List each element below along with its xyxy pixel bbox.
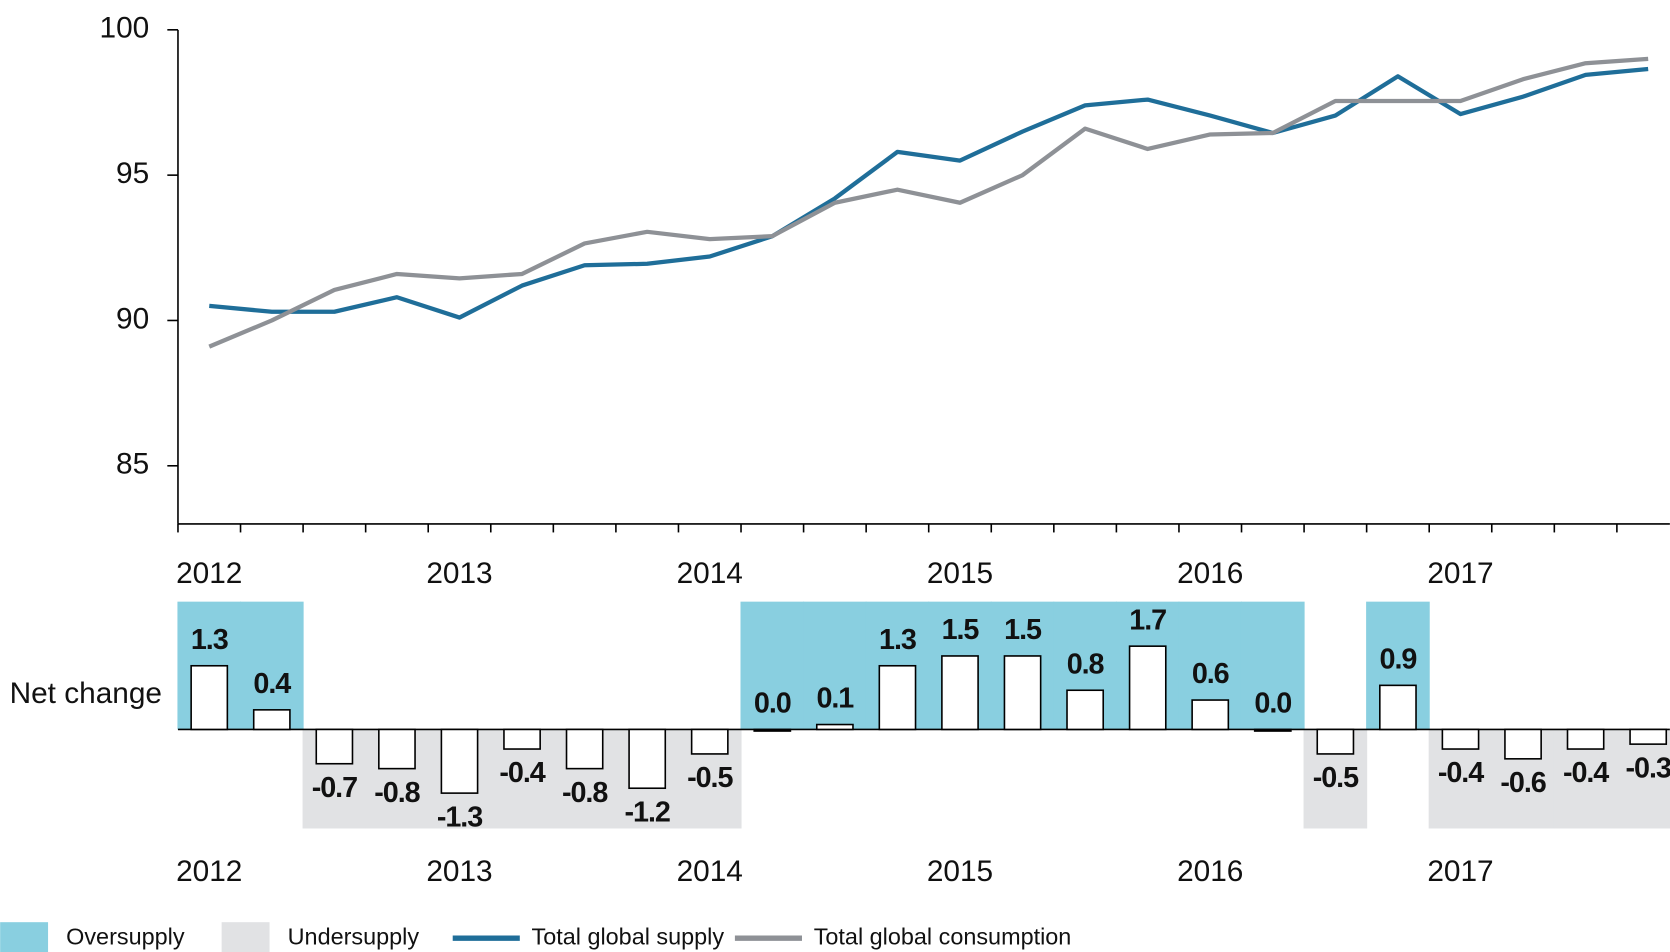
- x-tick-label: 2014: [677, 855, 743, 888]
- x-tick-label: 2014: [677, 557, 743, 590]
- shade: [240, 601, 304, 730]
- bar: [1253, 728, 1292, 732]
- y-tick-label: 90: [116, 302, 149, 335]
- shade: [1616, 729, 1670, 829]
- data-label: 1.3: [879, 624, 916, 656]
- x-tick-label: 2015: [927, 557, 993, 590]
- bar: [440, 728, 479, 794]
- data-label: 1.7: [1129, 604, 1166, 636]
- data-label: 1.5: [942, 614, 980, 646]
- data-label: 0.8: [1067, 648, 1105, 680]
- x-tick-label: 2017: [1427, 855, 1493, 888]
- data-label: 0.0: [1254, 688, 1291, 720]
- data-label: -0.4: [499, 757, 545, 789]
- bar: [1066, 689, 1105, 731]
- x-tick-label: 2013: [426, 855, 492, 888]
- data-label: -0.4: [1563, 757, 1609, 789]
- y-tick-label: 95: [116, 157, 149, 190]
- data-label: 0.1: [816, 683, 854, 715]
- data-label: 0.4: [253, 668, 291, 700]
- shading: [177, 601, 1670, 829]
- x-tick-label: 2013: [426, 557, 492, 590]
- line-series: [209, 66, 1649, 320]
- shade: [1240, 601, 1305, 730]
- data-label: -0.8: [562, 777, 608, 809]
- data-label: -0.3: [1626, 752, 1670, 784]
- x-tick-label: 2017: [1427, 557, 1493, 590]
- bar: [815, 723, 854, 731]
- data-label: -1.2: [625, 796, 670, 828]
- legend-label: Total global supply: [532, 923, 725, 949]
- bar: [1441, 728, 1480, 750]
- legend-swatch: [0, 922, 49, 952]
- data-label: -0.6: [1500, 767, 1545, 799]
- data-label: 1.3: [191, 624, 228, 656]
- bar: [565, 728, 604, 770]
- bar: [1566, 728, 1605, 750]
- bar: [941, 655, 979, 731]
- x-tick-label: 2015: [927, 855, 993, 888]
- line-series: [208, 56, 1649, 349]
- bar: [1191, 699, 1230, 731]
- x-tick-label: 2012: [176, 557, 242, 590]
- bar: [503, 728, 541, 750]
- shade: [803, 601, 867, 730]
- data-label: -0.5: [1313, 762, 1359, 794]
- data-label: 1.5: [1004, 614, 1042, 646]
- bar: [190, 664, 229, 731]
- legend-label: Total global consumption: [814, 923, 1072, 949]
- bar: [1379, 684, 1417, 731]
- bar: [1629, 728, 1668, 745]
- legend-swatch: [221, 922, 270, 952]
- x-tick-label: 2016: [1177, 855, 1243, 888]
- bar: [1504, 728, 1542, 760]
- y-axis-label: Net change: [10, 677, 162, 710]
- bar: [1316, 728, 1355, 755]
- data-label: -0.5: [687, 762, 733, 794]
- data-label: -0.8: [374, 777, 420, 809]
- x-tick-label: 2016: [1177, 557, 1243, 590]
- bar: [878, 664, 917, 731]
- bar: [628, 728, 667, 790]
- bar: [1003, 655, 1042, 731]
- data-label: 0.9: [1380, 643, 1417, 675]
- bar: [690, 728, 729, 755]
- shade: [740, 601, 805, 730]
- bar: [315, 728, 354, 765]
- bar: [753, 728, 792, 732]
- bar: [378, 728, 416, 770]
- bar: [252, 709, 291, 731]
- data-label: 0.0: [754, 688, 791, 720]
- y-tick-label: 85: [116, 448, 149, 481]
- data-label: -0.4: [1438, 757, 1484, 789]
- bar: [1128, 645, 1167, 731]
- legend-label: Undersupply: [288, 923, 420, 949]
- data-label: -1.3: [437, 801, 482, 833]
- legend-label: Oversupply: [66, 923, 185, 949]
- data-label: 0.6: [1192, 658, 1229, 690]
- data-label: -0.7: [312, 772, 357, 804]
- y-tick-label: 100: [100, 12, 150, 45]
- x-tick-label: 2012: [176, 855, 242, 888]
